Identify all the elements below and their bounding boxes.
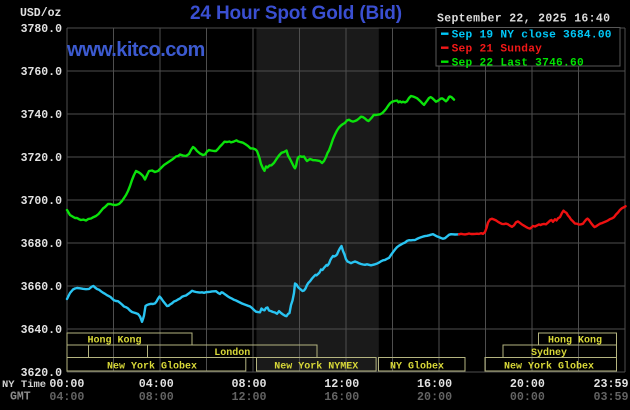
svg-text:20:00: 20:00 xyxy=(510,377,545,391)
svg-text:12:00: 12:00 xyxy=(231,390,266,404)
svg-text:3760.0: 3760.0 xyxy=(21,66,63,79)
svg-text:GMT: GMT xyxy=(10,391,31,404)
svg-text:16:00: 16:00 xyxy=(324,390,359,404)
svg-text:Sydney: Sydney xyxy=(531,347,567,359)
svg-text:3660.0: 3660.0 xyxy=(21,281,63,294)
svg-text:23:59: 23:59 xyxy=(593,377,628,391)
svg-text:NY Globex: NY Globex xyxy=(390,361,444,373)
svg-text:NY Time: NY Time xyxy=(2,379,46,391)
svg-text:Hong Kong: Hong Kong xyxy=(548,336,602,347)
svg-text:3780.0: 3780.0 xyxy=(21,23,63,36)
svg-text:Sep 19 NY close 3684.00: Sep 19 NY close 3684.00 xyxy=(452,29,612,41)
svg-text:3740.0: 3740.0 xyxy=(21,109,63,122)
svg-text:New York Globex: New York Globex xyxy=(504,361,594,373)
svg-text:04:00: 04:00 xyxy=(49,390,84,404)
svg-text:New York NYMEX: New York NYMEX xyxy=(274,361,358,373)
svg-text:00:00: 00:00 xyxy=(510,390,545,404)
svg-text:Sep 21 Sunday: Sep 21 Sunday xyxy=(452,43,543,55)
svg-text:London: London xyxy=(214,347,250,359)
svg-text:New York Globex: New York Globex xyxy=(107,361,197,373)
svg-text:04:00: 04:00 xyxy=(139,377,174,391)
svg-text:08:00: 08:00 xyxy=(139,390,174,404)
svg-text:USD/oz: USD/oz xyxy=(20,7,62,20)
svg-text:3680.0: 3680.0 xyxy=(21,238,63,251)
svg-text:3620.0: 3620.0 xyxy=(21,367,63,380)
svg-text:20:00: 20:00 xyxy=(417,390,452,404)
svg-text:3700.0: 3700.0 xyxy=(21,195,63,208)
svg-text:03:59: 03:59 xyxy=(593,390,628,404)
svg-text:Sep 22 Last 3746.60: Sep 22 Last 3746.60 xyxy=(452,57,584,69)
svg-text:16:00: 16:00 xyxy=(417,377,452,391)
svg-text:3720.0: 3720.0 xyxy=(21,152,63,165)
svg-text:3640.0: 3640.0 xyxy=(21,324,63,337)
svg-text:Hong Kong: Hong Kong xyxy=(87,336,141,347)
svg-text:12:00: 12:00 xyxy=(324,377,359,391)
svg-text:00:00: 00:00 xyxy=(49,377,84,391)
svg-text:08:00: 08:00 xyxy=(231,377,266,391)
svg-text:September 22, 2025 16:40: September 22, 2025 16:40 xyxy=(437,13,610,26)
